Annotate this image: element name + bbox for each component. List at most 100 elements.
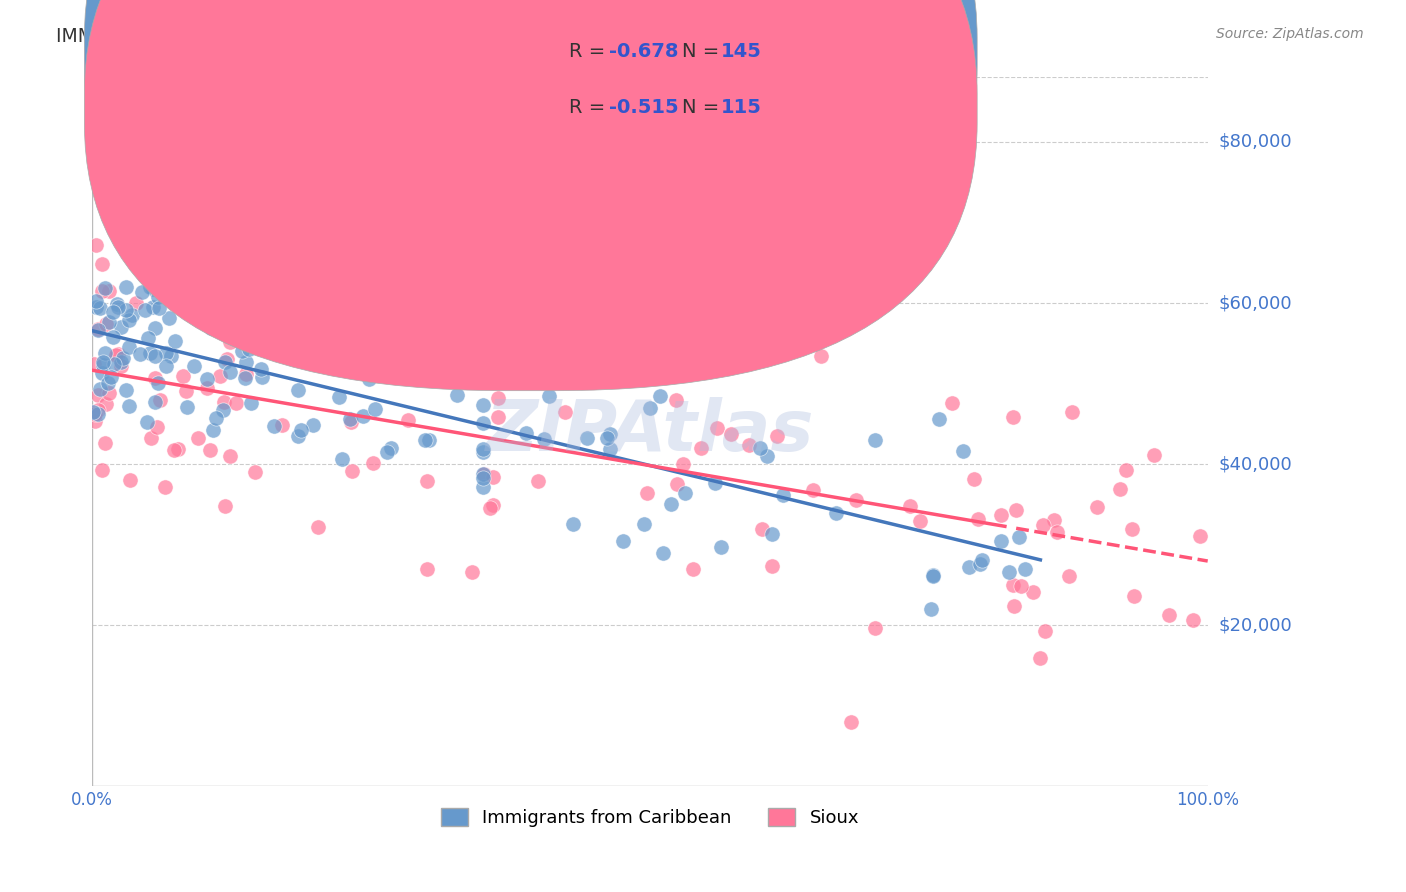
Text: $20,000: $20,000 [1219, 616, 1292, 634]
Point [321, 339, 343, 353]
Point [84, 407, 107, 421]
Point [599, 442, 621, 456]
Point [326, 199, 349, 213]
Point [214, 355, 236, 369]
Point [330, 451, 353, 466]
Point [238, 342, 260, 356]
Point [361, 456, 384, 470]
Text: $80,000: $80,000 [1219, 133, 1292, 151]
Point [527, 474, 550, 488]
Point [231, 344, 253, 359]
Point [163, 334, 186, 349]
Point [920, 602, 942, 616]
Point [250, 362, 273, 376]
Point [471, 470, 494, 484]
Point [471, 374, 494, 388]
Point [328, 350, 350, 364]
Point [751, 522, 773, 536]
Point [471, 399, 494, 413]
Point [963, 471, 986, 485]
Point [139, 345, 162, 359]
Point [479, 500, 502, 515]
Text: -0.678: -0.678 [609, 42, 678, 62]
Point [218, 334, 240, 349]
Point [538, 389, 561, 403]
Point [561, 517, 583, 532]
Point [139, 432, 162, 446]
Point [174, 291, 197, 305]
Text: $40,000: $40,000 [1219, 455, 1292, 473]
Point [114, 383, 136, 397]
Point [772, 488, 794, 502]
Point [143, 320, 166, 334]
Point [471, 355, 494, 369]
Point [633, 516, 655, 531]
Point [87, 388, 110, 402]
Point [146, 420, 169, 434]
Point [250, 370, 273, 384]
Point [648, 389, 671, 403]
Point [163, 442, 186, 457]
Point [301, 417, 323, 432]
Point [86, 323, 108, 337]
Point [103, 357, 125, 371]
Text: $60,000: $60,000 [1219, 294, 1292, 312]
Point [672, 457, 695, 471]
Point [120, 473, 142, 487]
Point [212, 403, 235, 417]
Point [644, 361, 666, 376]
Point [380, 442, 402, 456]
Text: N =: N = [682, 98, 725, 118]
Point [195, 372, 218, 386]
Point [97, 376, 120, 391]
Point [96, 318, 118, 332]
Point [212, 394, 235, 409]
Point [148, 301, 170, 315]
Point [263, 419, 285, 434]
Point [595, 431, 617, 445]
Point [209, 369, 232, 384]
Point [482, 470, 505, 484]
Point [103, 330, 125, 344]
Point [1115, 463, 1137, 477]
Point [112, 351, 135, 366]
Point [115, 303, 138, 318]
Point [91, 463, 114, 477]
Point [107, 300, 129, 314]
Point [89, 382, 111, 396]
Point [142, 300, 165, 314]
Point [84, 238, 107, 252]
Point [329, 280, 352, 294]
Point [118, 313, 141, 327]
Point [675, 486, 697, 500]
Point [179, 280, 201, 294]
Point [761, 558, 783, 573]
Text: R =: R = [569, 98, 612, 118]
Point [153, 480, 176, 494]
Point [898, 499, 921, 513]
Point [107, 347, 129, 361]
Point [910, 514, 932, 528]
Point [198, 443, 221, 458]
Point [575, 431, 598, 445]
Point [233, 335, 256, 350]
Point [87, 407, 110, 421]
Point [155, 359, 177, 373]
Point [271, 417, 294, 432]
Point [84, 300, 107, 314]
Text: 115: 115 [721, 98, 762, 118]
Point [1121, 523, 1143, 537]
Text: IMMIGRANTS FROM CARIBBEAN VS SIOUX MEDIAN MALE EARNINGS CORRELATION CHART: IMMIGRANTS FROM CARIBBEAN VS SIOUX MEDIA… [56, 27, 901, 45]
Point [169, 292, 191, 306]
Point [299, 338, 322, 352]
Point [706, 421, 728, 435]
Text: -0.515: -0.515 [609, 98, 679, 118]
Point [612, 534, 634, 549]
Point [146, 244, 169, 259]
Point [97, 284, 120, 298]
Point [1046, 525, 1069, 540]
Point [749, 442, 772, 456]
Point [458, 357, 481, 371]
Point [756, 449, 779, 463]
Point [471, 442, 494, 456]
